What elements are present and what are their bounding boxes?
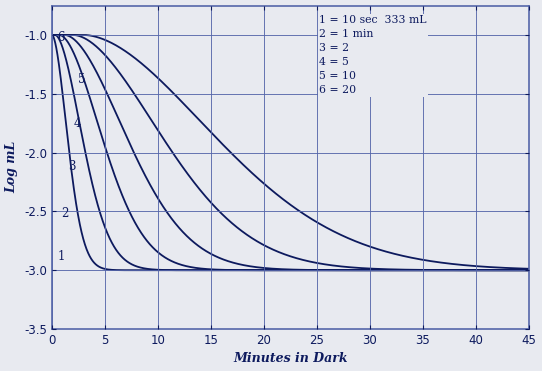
Text: 5: 5 bbox=[79, 73, 86, 86]
X-axis label: Minutes in Dark: Minutes in Dark bbox=[233, 352, 348, 365]
Text: 6: 6 bbox=[57, 31, 65, 44]
Text: 2: 2 bbox=[61, 207, 69, 220]
Y-axis label: Log mL: Log mL bbox=[5, 141, 18, 193]
Text: 3: 3 bbox=[68, 160, 75, 173]
Text: 4: 4 bbox=[73, 117, 81, 130]
Text: 1: 1 bbox=[57, 250, 64, 263]
Text: 1 = 10 sec  333 mL
2 = 1 min
3 = 2
4 = 5
5 = 10
6 = 20: 1 = 10 sec 333 mL 2 = 1 min 3 = 2 4 = 5 … bbox=[319, 15, 427, 95]
